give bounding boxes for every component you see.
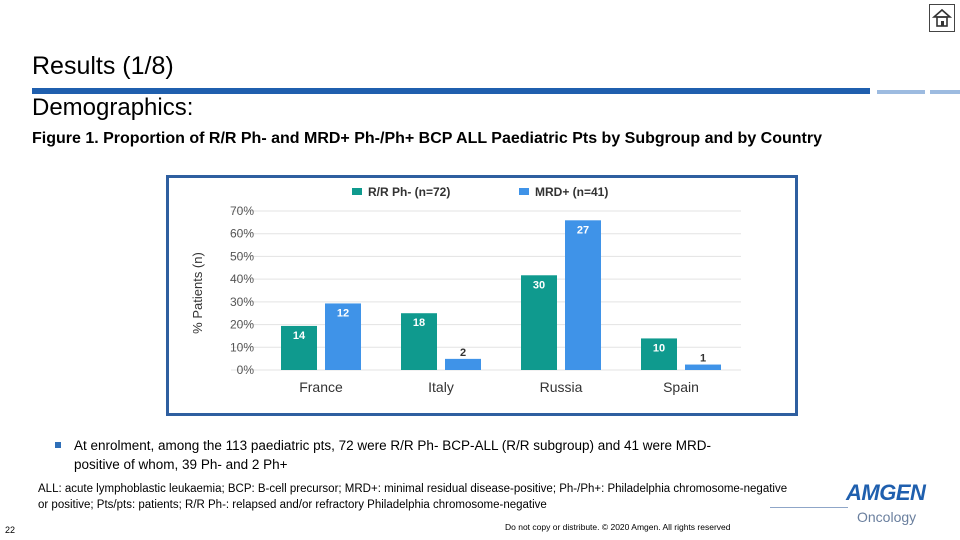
footnote: ALL: acute lymphoblastic leukaemia; BCP:… [38,483,788,511]
x-tick-label: France [299,379,343,395]
data-label: 30 [533,279,545,291]
bar-france-series-1 [281,325,317,370]
copyright-notice: Do not copy or distribute. © 2020 Amgen.… [505,522,731,532]
legend-swatch [352,188,362,195]
y-tick-label: 20% [230,318,254,332]
bar-france-series-2 [325,303,361,370]
y-tick-label: 60% [230,227,254,241]
x-tick-label: Spain [663,379,699,395]
y-tick-label: 40% [230,272,254,286]
x-tick-label: Italy [428,379,454,395]
oncology-label: Oncology [857,509,917,525]
title-underline-segment [930,90,960,94]
bar-russia-series-1 [521,275,557,370]
title-underline-bar [32,88,870,94]
amgen-logo: AMGEN [846,480,926,505]
bullet-text: At enrolment, among the 113 paediatric p… [74,438,712,472]
chart-frame: 0% 10% 20% 30% 40% 50% 60% 70% % Patients (n) R/R… [166,175,798,416]
bar-chart: 0% 10% 20% 30% 40% 50% 60% 70% % Patients (n) R/R… [190,185,741,395]
y-tick-label: 50% [230,249,254,263]
data-label: 1 [700,353,706,365]
data-label: 18 [413,317,425,329]
logo-divider [770,507,848,508]
legend-label: R/R Ph- (n=72) [368,185,450,199]
bar-russia-series-2 [565,220,601,370]
figure-caption: Figure 1. Proportion of R/R Ph- and MRD+… [32,130,822,147]
home-icon [931,8,953,27]
x-tick-label: Russia [540,379,583,395]
home-button[interactable] [929,4,955,32]
section-subtitle: Demographics: [32,94,194,121]
bar-spain-series-2 [685,364,721,370]
legend-label: MRD+ (n=41) [535,185,608,199]
bar-italy-series-1 [401,313,437,370]
y-axis-label: % Patients (n) [190,252,205,334]
legend-swatch [519,188,529,195]
slide-title: Results (1/8) [32,52,174,80]
title-underline-segment [877,90,925,94]
bar-italy-series-2 [445,358,481,370]
data-label: 14 [293,330,306,342]
data-label: 2 [460,347,466,359]
page-number: 22 [5,525,16,535]
y-tick-label: 30% [230,295,254,309]
y-tick-label: 70% [230,204,254,218]
y-tick-label: 10% [230,340,254,354]
bullet-square-icon [55,442,61,448]
data-label: 10 [653,342,665,354]
data-label: 27 [577,224,589,236]
y-tick-label: 0% [237,363,255,377]
bar-spain-series-1 [641,338,677,370]
data-label: 12 [337,307,349,319]
